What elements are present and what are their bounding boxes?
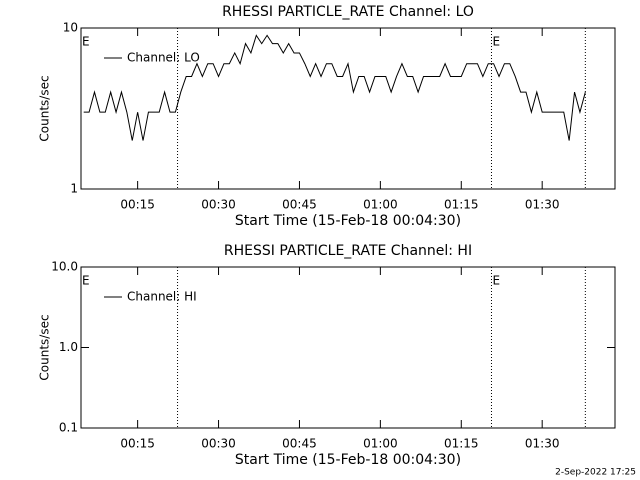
x-tick-label: 00:30 (201, 198, 236, 212)
chart-title: RHESSI PARTICLE_RATE Channel: LO (222, 4, 474, 20)
y-tick-label: 10.0 (51, 260, 78, 274)
flag-label: E (492, 35, 500, 49)
flag-label: E (82, 35, 90, 49)
flag-label: E (82, 274, 90, 288)
x-tick-label: 00:15 (120, 198, 155, 212)
flag-label: E (492, 274, 500, 288)
x-tick-label: 01:15 (444, 437, 479, 451)
x-tick-label: 01:15 (444, 198, 479, 212)
x-tick-label: 00:15 (120, 437, 155, 451)
x-tick-label: 01:30 (525, 198, 560, 212)
x-axis-label: Start Time (15-Feb-18 00:04:30) (235, 452, 461, 468)
plot-frame (80, 27, 616, 190)
y-tick-label: 0.1 (59, 421, 78, 435)
y-tick-label: 10 (63, 21, 78, 35)
y-tick-label: 1.0 (59, 340, 78, 354)
x-tick-label: 00:45 (282, 437, 317, 451)
x-tick-label: 01:00 (363, 437, 398, 451)
x-tick-label: 01:00 (363, 198, 398, 212)
footer: 2-Sep-2022 17:25 (555, 468, 636, 478)
x-tick-label: 00:30 (201, 437, 236, 451)
y-axis-label: Counts/sec (38, 314, 52, 380)
legend-label: Channel: HI (127, 290, 197, 304)
chart-title: RHESSI PARTICLE_RATE Channel: HI (224, 243, 472, 259)
y-tick-label: 1 (70, 182, 78, 196)
legend-label: Channel: LO (127, 51, 200, 65)
x-axis-label: Start Time (15-Feb-18 00:04:30) (235, 213, 461, 229)
x-tick-label: 00:45 (282, 198, 317, 212)
y-axis-label: Counts/sec (38, 75, 52, 141)
data-line (83, 34, 586, 141)
x-tick-label: 01:30 (525, 437, 560, 451)
